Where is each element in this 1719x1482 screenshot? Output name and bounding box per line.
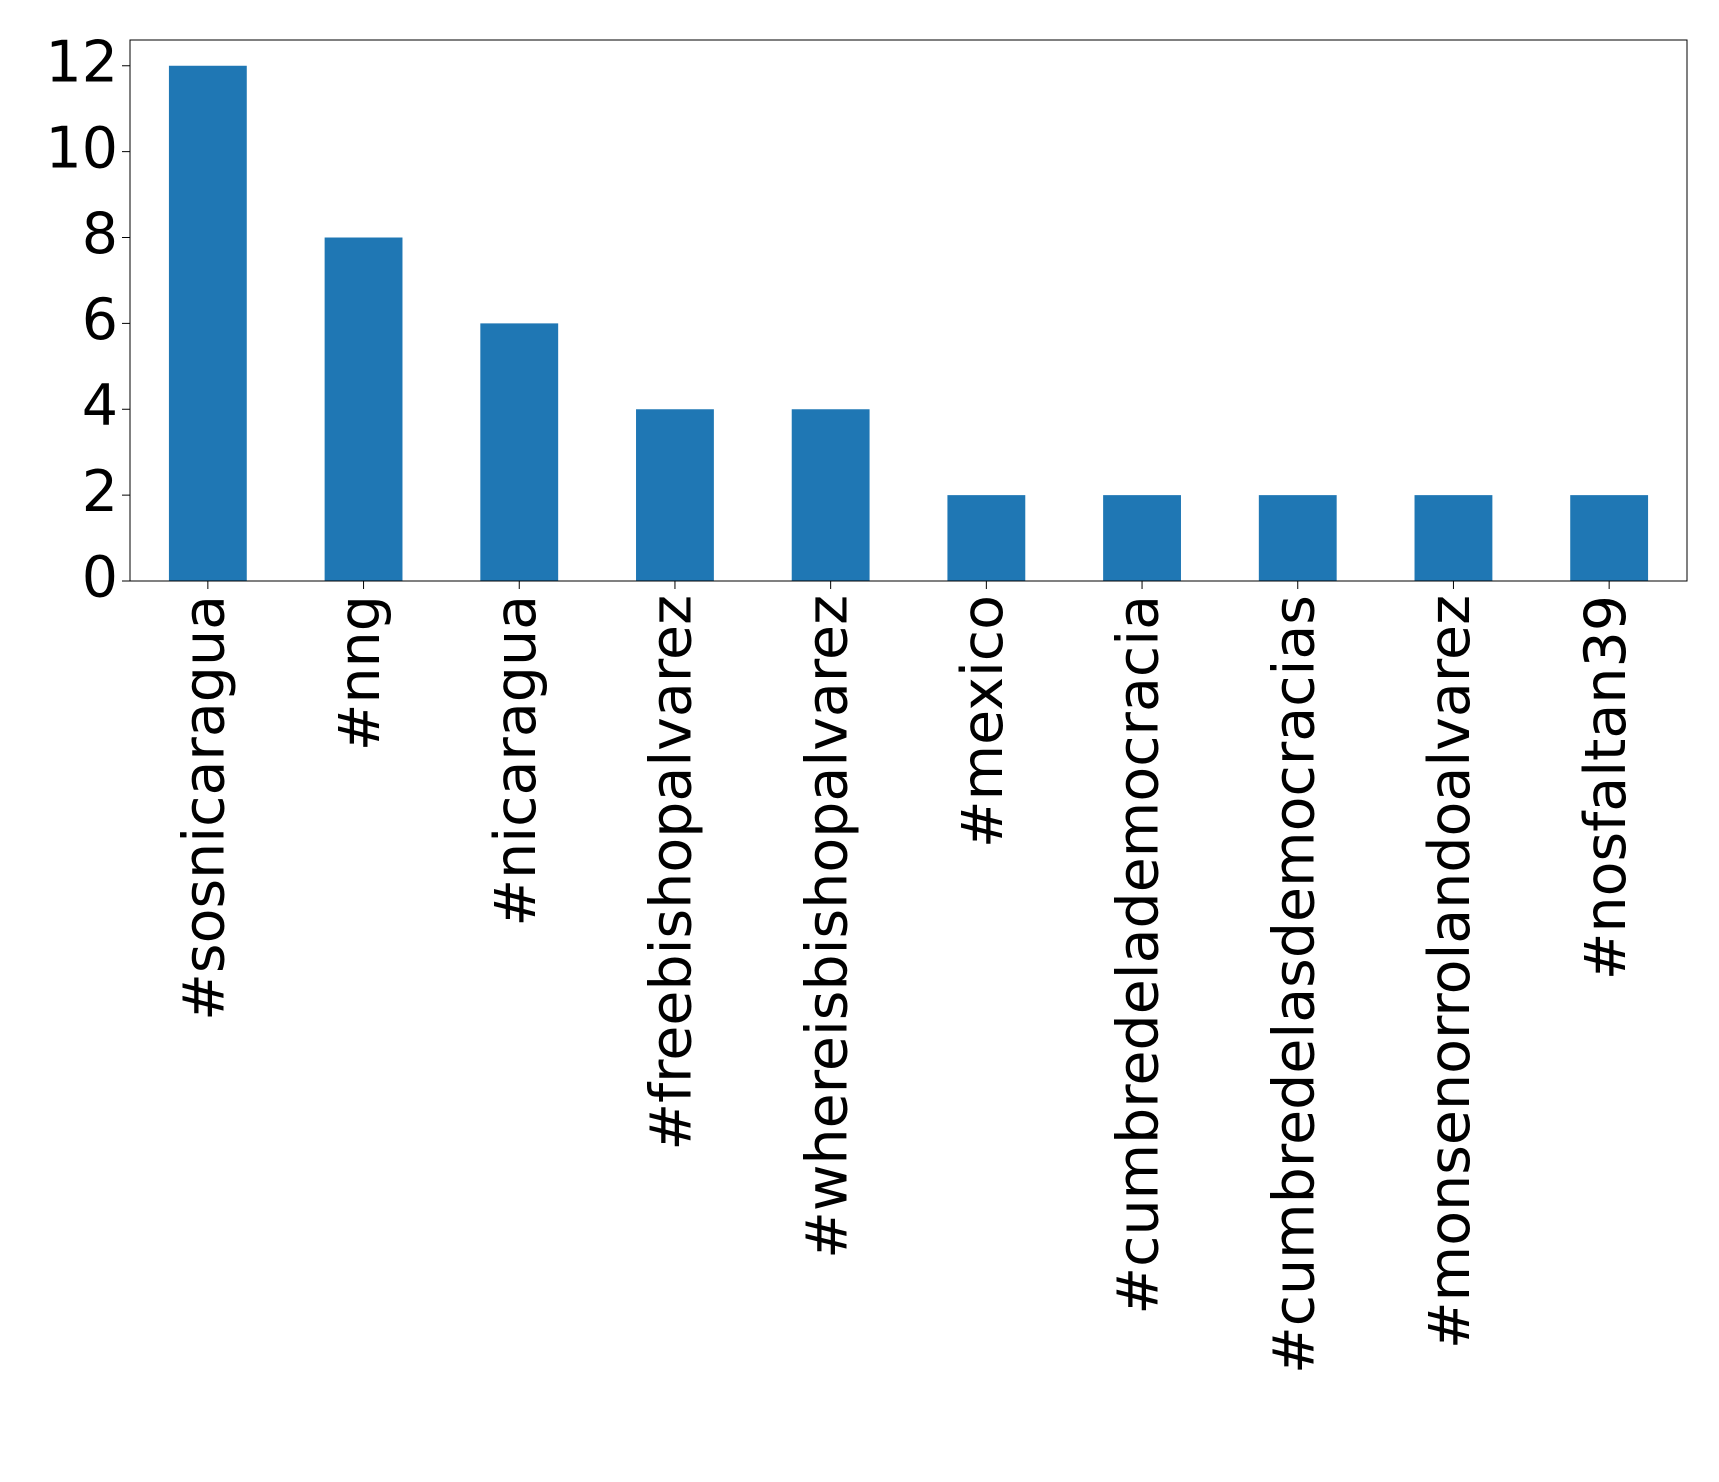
bar — [1103, 495, 1181, 581]
y-tick-label: 10 — [45, 115, 118, 181]
y-tick-label: 2 — [82, 459, 118, 525]
x-tick-label: #nng — [327, 595, 393, 751]
x-tick-label: #whereisbishopalvarez — [794, 595, 860, 1259]
bar — [636, 409, 714, 581]
y-tick-label: 8 — [82, 201, 118, 267]
x-tick-label: #cumbredelasdemocracias — [1261, 595, 1327, 1374]
bar — [947, 495, 1026, 581]
y-tick-label: 4 — [82, 373, 118, 439]
x-tick-label: #freebishopalvarez — [639, 595, 705, 1151]
x-tick-label: #monsenorrolandoalvarez — [1417, 595, 1483, 1349]
x-tick-label: #sosnicaragua — [171, 595, 237, 1021]
plot-frame — [129, 39, 1688, 582]
bar — [480, 323, 559, 581]
bar — [1414, 495, 1493, 581]
y-tick-label: 12 — [45, 29, 118, 95]
y-tick-label: 6 — [82, 287, 118, 353]
y-tick-label: 0 — [82, 545, 118, 611]
x-tick-label: #mexico — [950, 595, 1016, 848]
x-tick-label: #nicaragua — [483, 595, 549, 927]
x-tick-label: #nosfaltan39 — [1573, 595, 1639, 980]
bar — [1258, 495, 1337, 581]
bar — [168, 65, 247, 581]
bar — [1570, 495, 1649, 581]
bar — [324, 237, 403, 581]
x-tick-label: #cumbredelademocracia — [1106, 595, 1172, 1315]
bar — [791, 409, 870, 581]
